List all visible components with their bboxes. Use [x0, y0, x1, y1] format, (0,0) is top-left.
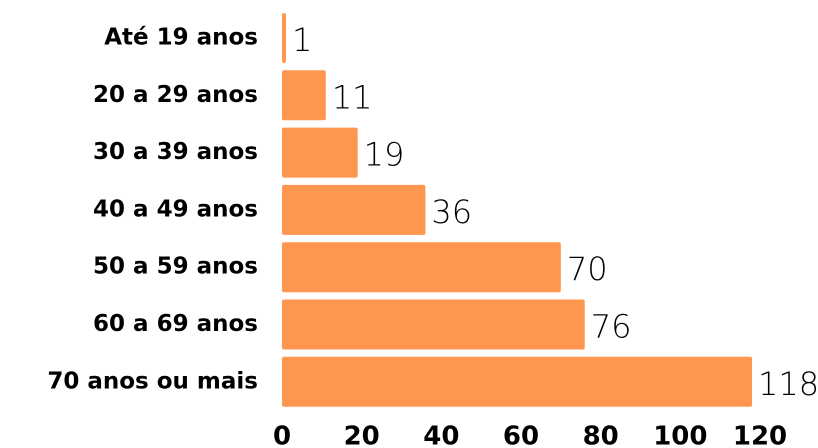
- value-label: 118: [758, 365, 818, 403]
- value-label: 70: [567, 250, 608, 288]
- category-label: 50 a 59 anos: [93, 254, 258, 280]
- x-tick-label: 20: [344, 422, 380, 448]
- bar: [282, 70, 326, 121]
- value-label: 36: [431, 193, 472, 231]
- bar: [282, 127, 358, 178]
- value-label: 11: [332, 78, 373, 116]
- x-tick-label: 120: [733, 422, 787, 448]
- value-label: 19: [364, 136, 405, 174]
- category-label: 40 a 49 anos: [93, 196, 258, 222]
- category-label: 30 a 39 anos: [93, 139, 258, 165]
- bar: [282, 13, 286, 63]
- x-tick-label: 100: [653, 422, 707, 448]
- x-tick-label: 0: [273, 422, 291, 448]
- bar: [282, 184, 426, 235]
- category-label: 70 anos ou mais: [47, 368, 258, 394]
- category-label: Até 19 anos: [104, 25, 258, 51]
- x-tick-label: 80: [583, 422, 619, 448]
- x-tick-label: 40: [423, 422, 459, 448]
- bar: [282, 356, 753, 407]
- value-label: 1: [292, 21, 312, 59]
- bar: [282, 299, 585, 350]
- category-label: 60 a 69 anos: [93, 311, 258, 337]
- category-label: 20 a 29 anos: [93, 82, 258, 108]
- value-label: 76: [591, 308, 632, 346]
- bar: [282, 242, 561, 293]
- x-tick-label: 60: [503, 422, 539, 448]
